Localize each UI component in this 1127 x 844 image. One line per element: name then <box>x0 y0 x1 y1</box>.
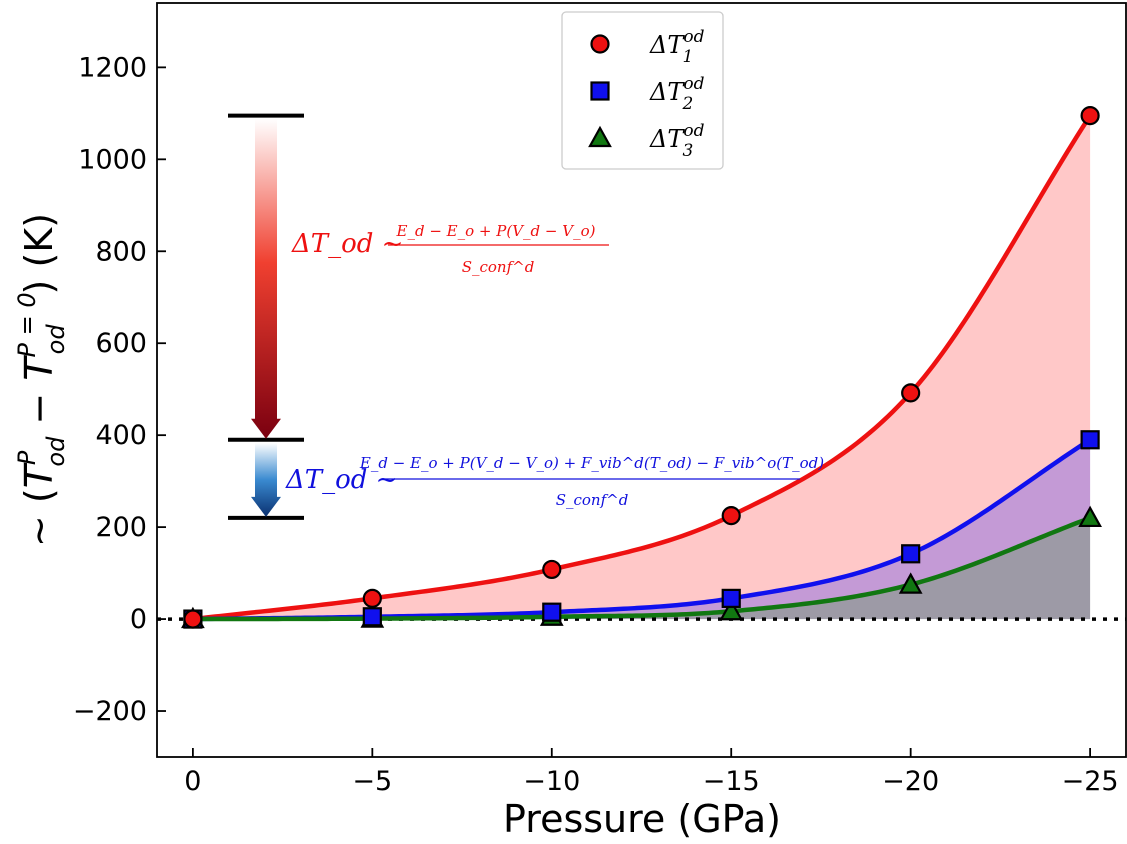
axis-ticks: 0 −5 −10 −15 −20 −25 −200 0 200 400 600 800 1000 1200 <box>73 52 1119 797</box>
legend-marker-1 <box>590 34 610 54</box>
y-tick-label-5: 600 <box>95 328 147 359</box>
legend-entry-1: ΔTod 1 <box>649 27 705 67</box>
y-tick-label-7: 1000 <box>78 144 147 175</box>
series-1-point-1 <box>183 609 203 629</box>
series-3-point-5 <box>898 572 923 594</box>
plot-border <box>156 2 1127 758</box>
area-fills <box>192 115 1091 620</box>
y-tick-label-1: −200 <box>73 696 147 727</box>
y-tick-label-6: 800 <box>95 236 147 267</box>
legend-entry-2: ΔTod 2 <box>649 74 705 114</box>
y-tick-label-2: 0 <box>130 604 147 635</box>
series-2-point-2 <box>362 607 382 627</box>
annotation-red-formula: ΔT_od ~ E_d − E_o + P(V_d − V_o) S_conf^… <box>291 222 609 276</box>
series-2-point-4 <box>721 588 741 608</box>
y-title-t1-sub: od <box>42 436 70 467</box>
x-axis-title: Pressure (GPa) <box>503 797 781 841</box>
series-1-point-4 <box>721 506 741 526</box>
area-fill-series-2 <box>192 439 1091 620</box>
annotation-red-numerator: E_d − E_o + P(V_d − V_o) <box>396 222 596 240</box>
annotation-blue-formula: ΔT_od ~ E_d − E_o + P(V_d − V_o) + F_vib… <box>285 454 824 509</box>
y-tick-label-8: 1200 <box>78 52 147 83</box>
y-tick-label-3: 200 <box>95 512 147 543</box>
series-1-point-6 <box>1080 106 1100 126</box>
y-title-t1: T <box>17 462 61 488</box>
annotation-red-denominator: S_conf^d <box>462 258 535 276</box>
x-tick-label-1: 0 <box>184 766 201 797</box>
plot-frame <box>156 2 1127 758</box>
legend-marker-2 <box>590 81 610 101</box>
legend-marker-3 <box>588 125 612 148</box>
series-1-point-5 <box>901 383 921 403</box>
series-line-1 <box>192 114 1093 622</box>
y-tick-label-4: 400 <box>95 420 147 451</box>
annotation-blue-denominator: S_conf^d <box>556 491 629 509</box>
series-2-point-3 <box>542 602 562 622</box>
series-1-point-3 <box>542 559 562 580</box>
series-2-point-6 <box>1080 430 1100 450</box>
y-title-t2-sup: P = 0 <box>13 292 41 357</box>
y-title-t1-sup: P <box>13 450 41 465</box>
y-title-t2: T <box>17 355 61 381</box>
annotation-blue-lhs: ΔT_od ~ <box>285 465 397 495</box>
series-markers <box>181 106 1102 629</box>
area-fill-series-1 <box>192 115 1091 620</box>
series-line-3 <box>192 515 1091 622</box>
y-axis-title: ~ (TPod − TP = 0od) (K) <box>13 213 70 547</box>
legend-markers <box>588 34 612 148</box>
y-title-suffix: ) (K) <box>17 213 61 294</box>
area-fill-series-3 <box>192 517 1091 620</box>
x-tick-label-5: −20 <box>882 766 939 797</box>
y-title-prefix: ~ ( <box>17 488 61 547</box>
x-tick-label-3: −10 <box>523 766 580 797</box>
legend-entry-3: ΔTod 3 <box>649 121 705 161</box>
x-tick-label-6: −25 <box>1062 766 1119 797</box>
y-title-minus: − <box>17 381 61 437</box>
level-brackets <box>228 113 304 520</box>
annotation-blue-numerator: E_d − E_o + P(V_d − V_o) + F_vib^d(T_od)… <box>359 454 824 472</box>
series-2-point-5 <box>901 544 921 564</box>
gradient-arrow-red <box>251 118 281 439</box>
annotation-red-lhs: ΔT_od ~ <box>291 229 403 259</box>
svg-text:~ (TPod − TP = 0od) (K): ~ (TPod − TP = 0od) (K) <box>13 213 70 547</box>
series-1-point-2 <box>362 588 382 608</box>
x-tick-label-4: −15 <box>703 766 760 797</box>
gradient-arrow-blue <box>251 442 281 517</box>
y-title-t2-sub: od <box>42 324 70 355</box>
series-3-point-6 <box>1078 505 1102 528</box>
legend: ΔTod 1 ΔTod 2 ΔTod 3 <box>561 11 724 170</box>
series-curves <box>192 114 1093 622</box>
x-tick-label-2: −5 <box>352 766 392 797</box>
series-3-point-4 <box>719 598 744 621</box>
